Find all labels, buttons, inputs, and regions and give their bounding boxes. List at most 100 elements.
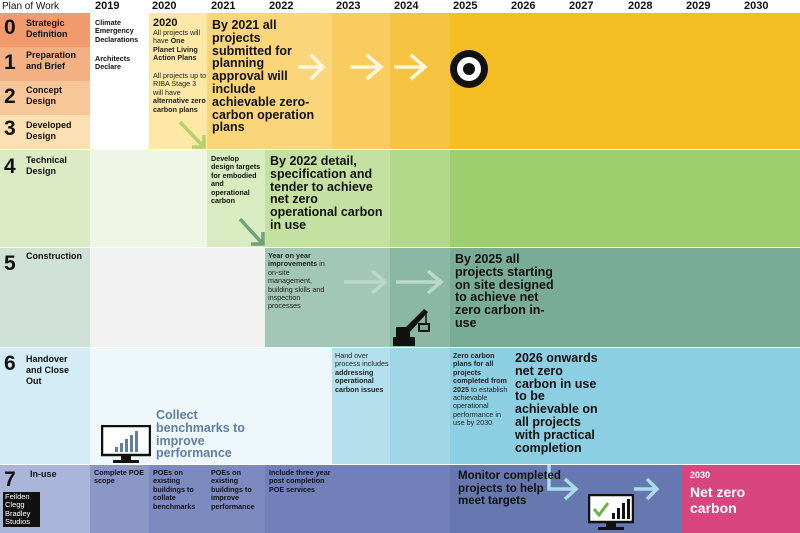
band-stage0-3-2021 xyxy=(207,13,332,150)
fcb-logo: Feilden Clegg Bradley Studios xyxy=(3,492,40,528)
stage-number: 3 xyxy=(4,117,16,140)
band-stage7-2022 xyxy=(265,465,450,533)
band-stage4-light xyxy=(90,150,207,248)
row-divider xyxy=(0,347,800,348)
collect-benchmarks-statement: Collect benchmarks to improve performanc… xyxy=(156,408,245,461)
year-2024: 2024 xyxy=(394,0,419,12)
logo-line: Studios xyxy=(5,516,31,526)
zero-carbon-plans-bold: Zero carbon plans for all projects compl… xyxy=(453,351,507,394)
arrow-right-icon xyxy=(396,269,444,295)
year-2022: 2022 xyxy=(269,0,294,12)
arrow-right-icon xyxy=(298,53,326,81)
band-stage4-2022 xyxy=(265,150,390,248)
plan-of-work-label: Plan of Work xyxy=(2,1,60,12)
logo-line: Clegg xyxy=(5,500,25,510)
band-stage4-2024 xyxy=(390,150,450,248)
detail-2022-statement: By 2022 detail, specification and tender… xyxy=(270,154,383,232)
band-stage0-3-main xyxy=(450,13,800,150)
year-on-year-plain: in on-site management, building skills a… xyxy=(268,259,325,311)
year-on-year-bold: Year on year improvements xyxy=(268,251,318,269)
band-stage7-2020 xyxy=(149,465,265,533)
stage-name: Strategic Definition xyxy=(26,18,68,39)
row-divider xyxy=(0,247,800,248)
stage-number: 0 xyxy=(4,16,16,39)
handover-plain: Hand over process includes xyxy=(335,351,389,369)
label-bg-stage0 xyxy=(0,13,90,47)
stage-name: Developed Design xyxy=(26,120,72,141)
stage-name: Preparation and Brief xyxy=(26,50,77,71)
handover-note: Hand over process includes addressing op… xyxy=(335,351,389,394)
note-2020-plain-2: All projects up to RIBA Stage 3 will hav… xyxy=(153,71,207,97)
target-icon xyxy=(450,50,488,88)
year-2028: 2028 xyxy=(628,0,653,12)
year-2020: 2020 xyxy=(152,0,177,12)
zero-carbon-plans-note: Zero carbon plans for all projects compl… xyxy=(453,351,511,428)
band-stage6-2023 xyxy=(332,348,390,465)
arrow-elbow-icon xyxy=(547,465,579,501)
year-2023: 2023 xyxy=(336,0,361,12)
stage-number: 7 xyxy=(4,468,16,491)
diagonal-arrow-orange xyxy=(178,120,206,149)
monitor-check-icon xyxy=(588,494,634,530)
arrow-right-icon xyxy=(344,269,388,295)
note-2020-plain-1: All projects will have xyxy=(153,28,201,46)
band-stage0-3-2023 xyxy=(332,13,390,150)
climate-emergency-note: Climate Emergency Declarations xyxy=(95,18,139,44)
crane-icon xyxy=(393,309,430,346)
year-2029: 2029 xyxy=(686,0,711,12)
year-2026: 2026 xyxy=(511,0,536,12)
arrow-right-icon xyxy=(634,477,660,501)
label-bg-stage5 xyxy=(0,248,90,348)
navy-arrows xyxy=(547,465,660,501)
band-stage0-3-2020 xyxy=(149,13,207,150)
stage-number: 2 xyxy=(4,85,16,108)
arrow-right-icon xyxy=(350,53,384,81)
stage-name: In-use xyxy=(30,469,57,479)
stage-number: 1 xyxy=(4,51,16,74)
band-stage6-main xyxy=(450,348,800,465)
band-stage7-2030 xyxy=(682,465,800,533)
net-zero-2030-year: 2030 xyxy=(690,470,711,480)
architects-declare-note: Architects Declare xyxy=(95,54,131,72)
complete-poe-note: Complete POE scope xyxy=(94,468,144,486)
label-bg-stage2 xyxy=(0,81,90,115)
note-2020-bold-1: One Planet Living Action Plans xyxy=(153,36,198,63)
net-zero-2030-statement: Net zero carbon xyxy=(690,484,746,516)
stage-name: Technical Design xyxy=(26,155,67,176)
arrow-right-icon xyxy=(394,53,428,81)
year-2027: 2027 xyxy=(569,0,594,12)
band-stage0-3-white xyxy=(90,13,149,150)
poes-improve-note: POEs on existing buildings to improve pe… xyxy=(211,468,255,511)
site-2025-statement: By 2025 all projects starting on site de… xyxy=(455,252,554,330)
band-stage4-2021 xyxy=(207,150,265,248)
zero-carbon-plans-plain: to establish achievable operational perf… xyxy=(453,384,508,428)
label-bg-stage1 xyxy=(0,47,90,81)
band-stage4-main xyxy=(450,150,800,248)
planning-2021-statement: By 2021 all projects submitted for plann… xyxy=(212,18,315,135)
monitor-chart-icon xyxy=(101,425,151,463)
label-bg-stage6 xyxy=(0,348,90,465)
band-stage7-2019 xyxy=(90,465,149,533)
label-bg-stage4 xyxy=(0,150,90,248)
label-bg-stage3 xyxy=(0,115,90,150)
year-2021: 2021 xyxy=(211,0,236,12)
handover-bold: addressing operational carbon issues xyxy=(335,367,384,394)
monitor-statement: Monitor completed projects to help meet … xyxy=(458,470,561,507)
diagonal-arrow-green xyxy=(238,217,265,246)
onwards-2026-statement: 2026 onwards net zero carbon in use to b… xyxy=(515,351,598,455)
year-2025: 2025 xyxy=(453,0,478,12)
band-stage0-3-2024 xyxy=(390,13,450,150)
band-stage5-main xyxy=(450,248,800,348)
teal-arrows xyxy=(344,269,444,295)
note-2020-title: 2020 xyxy=(153,17,178,29)
stage-name: Concept Design xyxy=(26,85,62,106)
year-2019: 2019 xyxy=(95,0,120,12)
arrow-down-right-icon xyxy=(238,217,265,246)
band-stage6-2024 xyxy=(390,348,450,465)
poes-collate-note: POEs on existing buildings to collate be… xyxy=(153,468,196,511)
year-2030: 2030 xyxy=(744,0,769,12)
logo-line: Bradley xyxy=(5,508,31,518)
note-2020-text-2: All projects up to RIBA Stage 3 will hav… xyxy=(153,71,208,114)
row-divider xyxy=(0,464,800,465)
